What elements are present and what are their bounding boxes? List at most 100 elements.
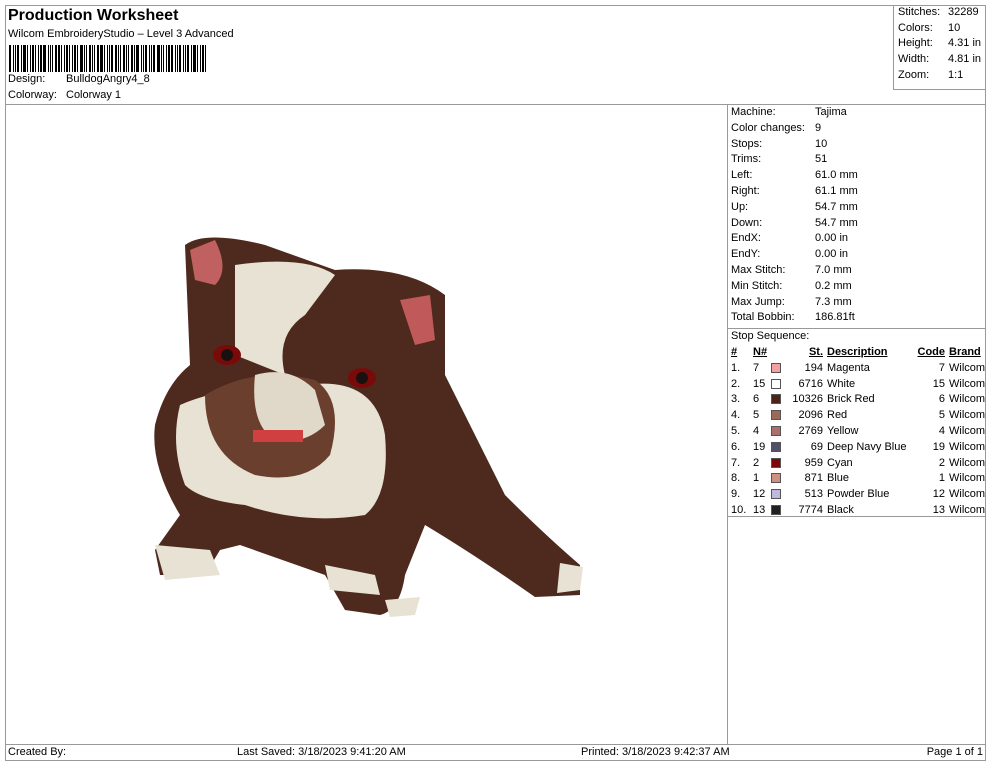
barcode-bar [55, 45, 57, 72]
info-label: Stitches: [898, 6, 941, 18]
info-row: Zoom: 1:1 [898, 68, 986, 84]
barcode-bar [177, 45, 178, 72]
info-label: Machine: [731, 106, 776, 118]
row-description: White [827, 377, 856, 390]
info-value: 54.7 mm [815, 216, 858, 229]
table-row: 10. 13 7774 Black 13 Wilcom [731, 503, 985, 519]
table-row: 2. 15 6716 White 15 Wilcom [731, 377, 985, 393]
row-description: Yellow [827, 424, 859, 437]
barcode-bar [77, 45, 78, 72]
barcode-bar [72, 45, 73, 72]
barcode-bar [115, 45, 117, 72]
row-needle: 2 [753, 456, 760, 469]
barcode-bar [64, 45, 65, 72]
row-index: 1. [731, 361, 741, 374]
table-row: 7. 2 959 Cyan 2 Wilcom [731, 456, 985, 472]
info-row: Min Stitch: 0.2 mm [728, 279, 986, 295]
row-brand: Wilcom [949, 424, 986, 437]
barcode-bar [92, 45, 93, 72]
info-label: Total Bobbin: [731, 311, 795, 324]
barcode-bar [21, 45, 22, 72]
row-code: 6 [938, 393, 945, 406]
row-code: 2 [938, 456, 945, 469]
stop-sequence-table: # N# St. Description Code Brand 1. 7 194 Ma… [731, 345, 985, 519]
barcode-bar [27, 45, 28, 72]
color-swatch [771, 471, 783, 487]
info-panel: Machine: Tajima Color changes: 9 Stops: 10 Tri… [727, 104, 986, 744]
info-label: Up: [731, 200, 749, 213]
row-needle: 4 [753, 424, 760, 437]
info-value: 10 [948, 21, 961, 34]
row-stitches: 2769 [798, 424, 823, 437]
barcode-bar [163, 45, 164, 72]
barcode-bar [61, 45, 62, 72]
info-row: Max Jump: 7.3 mm [728, 295, 986, 311]
barcode-bar [131, 45, 133, 72]
info-value: 9 [815, 121, 822, 134]
barcode-bar [35, 45, 36, 72]
barcode-bar [197, 45, 198, 72]
barcode-bar [143, 45, 144, 72]
row-description: Brick Red [827, 393, 875, 406]
row-description: Blue [827, 472, 850, 485]
page-number: Page 1 of 1 [926, 746, 983, 758]
info-row: Up: 54.7 mm [728, 200, 986, 216]
info-value: Tajima [815, 106, 847, 118]
info-label: Zoom: [898, 68, 930, 81]
info-value: 7.3 mm [815, 295, 852, 308]
col-description: Description [827, 345, 888, 358]
barcode-bar [69, 45, 70, 72]
barcode-bar [141, 45, 142, 72]
info-value: 54.7 mm [815, 200, 858, 213]
barcode-bar [175, 45, 176, 72]
row-brand: Wilcom [949, 440, 986, 453]
row-needle: 15 [753, 377, 766, 390]
row-index: 5. [731, 424, 741, 437]
barcode-bar [23, 45, 26, 72]
barcode-bar [183, 45, 184, 72]
barcode-bar [171, 45, 173, 72]
table-row: 5. 4 2769 Yellow 4 Wilcom [731, 424, 985, 440]
page-title: Production Worksheet [8, 7, 179, 24]
info-row: EndX: 0.00 in [728, 231, 986, 247]
col-swatch [771, 345, 783, 361]
barcode [9, 45, 222, 72]
row-code: 4 [938, 424, 945, 437]
barcode-bar [134, 45, 135, 72]
barcode-bar [151, 45, 152, 72]
info-row: Right: 61.1 mm [728, 184, 986, 200]
color-swatch [771, 408, 783, 424]
info-label: Trims: [731, 153, 762, 166]
barcode-bar [153, 45, 155, 72]
barcode-bar [120, 45, 121, 72]
info-row: Color changes: 9 [728, 121, 986, 137]
row-description: Red [827, 409, 848, 422]
barcode-bar [202, 45, 204, 72]
row-brand: Wilcom [949, 488, 986, 501]
info-label: Down: [731, 216, 763, 229]
row-needle: 1 [753, 472, 760, 485]
info-label: Max Jump: [731, 295, 785, 308]
info-label: Max Stitch: [731, 263, 786, 276]
created-by: Created By: [8, 746, 67, 758]
barcode-bar [205, 45, 206, 72]
row-description: Black [827, 503, 854, 516]
info-label: Stops: [731, 137, 763, 150]
barcode-bar [109, 45, 110, 72]
table-row: 8. 1 871 Blue 1 Wilcom [731, 471, 985, 487]
table-row: 3. 6 10326 Brick Red 6 Wilcom [731, 392, 985, 408]
info-row: Stitches: 32289 [898, 5, 986, 21]
info-label: Color changes: [731, 121, 805, 134]
row-stitches: 2096 [798, 409, 823, 422]
color-swatch [771, 361, 783, 377]
barcode-bar [111, 45, 113, 72]
row-needle: 6 [753, 393, 760, 406]
row-stitches: 10326 [792, 393, 823, 406]
table-header: # N# St. Description Code Brand [731, 345, 985, 361]
barcode-bar [123, 45, 125, 72]
info-value: 10 [815, 137, 828, 150]
row-description: Magenta [827, 361, 870, 374]
barcode-bar [193, 45, 196, 72]
barcode-bar [136, 45, 139, 72]
row-description: Cyan [827, 456, 853, 469]
